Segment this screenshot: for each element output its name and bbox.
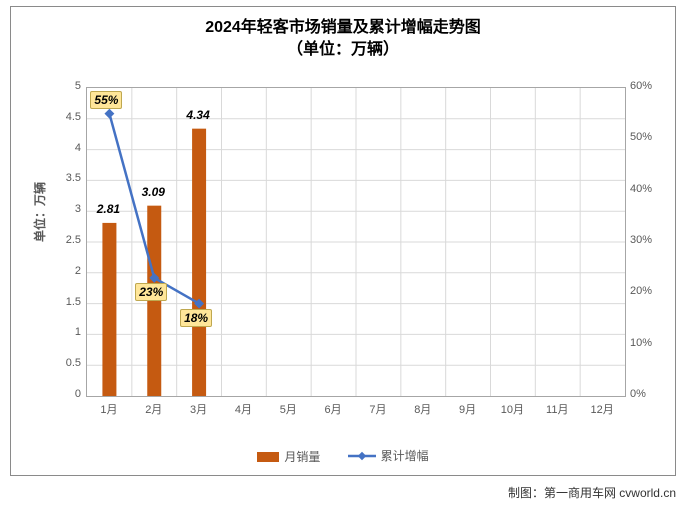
right-axis-tick: 50% [630, 131, 665, 143]
x-axis-tick: 9月 [445, 401, 490, 417]
left-axis-tick: 2 [51, 265, 81, 277]
right-axis-tick: 10% [630, 337, 665, 349]
x-axis-tick: 11月 [535, 401, 580, 417]
x-axis-tick: 12月 [580, 401, 625, 417]
left-axis-tick: 5 [51, 80, 81, 92]
legend-line-label: 累计增幅 [381, 447, 429, 464]
x-axis-tick: 3月 [176, 401, 221, 417]
legend-bar-swatch [257, 452, 279, 462]
right-axis-tick: 20% [630, 285, 665, 297]
bar-data-label: 2.81 [88, 202, 128, 216]
left-axis-tick: 0.5 [51, 357, 81, 369]
plot-svg [87, 88, 625, 396]
title-line-2: （单位：万辆） [287, 41, 399, 58]
left-axis-tick: 2.5 [51, 234, 81, 246]
legend-line-swatch [348, 450, 376, 462]
title-line-1: 2024年轻客市场销量及累计增幅走势图 [205, 19, 481, 36]
x-axis-tick: 1月 [86, 401, 131, 417]
right-axis-tick: 60% [630, 80, 665, 92]
left-axis-tick: 3 [51, 203, 81, 215]
x-axis-tick: 7月 [355, 401, 400, 417]
bar-data-label: 3.09 [133, 185, 173, 199]
line-data-label: 23% [135, 283, 167, 301]
left-axis-tick: 0 [51, 388, 81, 400]
chart-title: 2024年轻客市场销量及累计增幅走势图 （单位：万辆） [11, 17, 675, 62]
x-axis-tick: 2月 [131, 401, 176, 417]
left-axis-tick: 1 [51, 326, 81, 338]
left-axis-tick: 1.5 [51, 296, 81, 308]
legend: 月销量 累计增幅 [11, 447, 675, 465]
line-data-label: 55% [90, 91, 122, 109]
line-data-label: 18% [180, 309, 212, 327]
y-axis-title: 单位：万辆 [31, 182, 48, 242]
legend-item-line: 累计增幅 [348, 447, 429, 464]
legend-bar-label: 月销量 [284, 448, 320, 465]
credit-text: 制图：第一商用车网 cvworld.cn [508, 484, 676, 501]
plot-area [86, 87, 626, 397]
x-axis-tick: 5月 [266, 401, 311, 417]
x-axis-tick: 8月 [400, 401, 445, 417]
bar-data-label: 4.34 [178, 108, 218, 122]
left-axis-tick: 4.5 [51, 111, 81, 123]
x-axis-tick: 6月 [311, 401, 356, 417]
right-axis-tick: 30% [630, 234, 665, 246]
right-axis-tick: 0% [630, 388, 665, 400]
left-axis-tick: 3.5 [51, 172, 81, 184]
right-axis-tick: 40% [630, 183, 665, 195]
x-axis-tick: 4月 [221, 401, 266, 417]
legend-item-bars: 月销量 [257, 448, 320, 465]
x-axis-tick: 10月 [490, 401, 535, 417]
chart-frame: 2024年轻客市场销量及累计增幅走势图 （单位：万辆） 单位：万辆 00.511… [10, 6, 676, 476]
left-axis-tick: 4 [51, 142, 81, 154]
